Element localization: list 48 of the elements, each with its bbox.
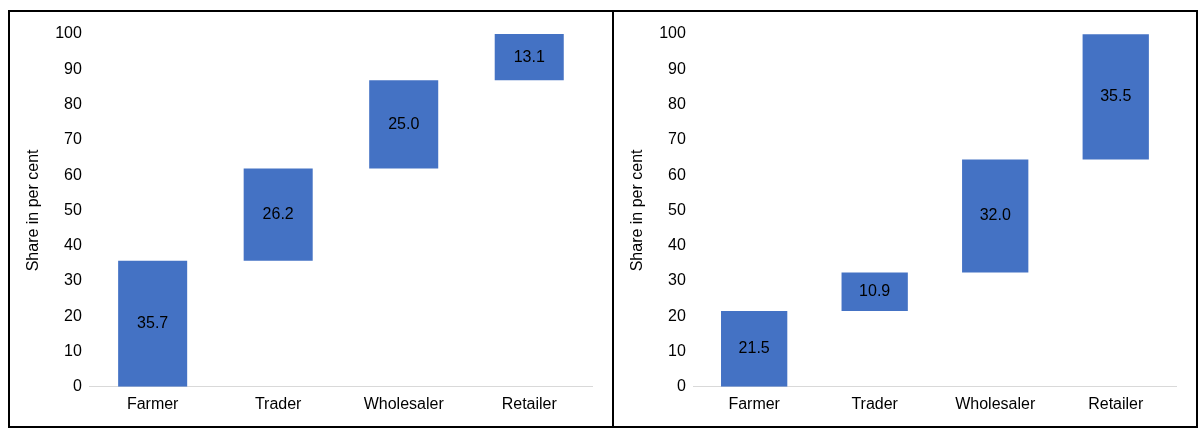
y-axis-title: Share in per cent — [628, 148, 646, 272]
data-label: 35.5 — [1100, 87, 1132, 105]
x-tick-label: Retailer — [501, 394, 558, 412]
data-label: 25.0 — [388, 114, 420, 132]
bar — [841, 272, 908, 311]
y-tick-label: 60 — [64, 165, 82, 183]
y-tick-label: 60 — [668, 165, 686, 183]
y-tick-label: 50 — [64, 200, 82, 218]
bar — [243, 168, 313, 261]
y-tick-label: 100 — [659, 24, 686, 42]
x-tick-label: Trader — [254, 394, 303, 412]
bar — [118, 260, 188, 387]
y-tick-label: 90 — [668, 59, 686, 77]
y-tick-label: 20 — [64, 306, 82, 324]
y-tick-label: 0 — [676, 377, 686, 395]
y-tick-label: 20 — [668, 306, 686, 324]
data-label: 32.0 — [979, 206, 1011, 224]
y-tick-label: 70 — [64, 130, 82, 148]
y-tick-label: 10 — [668, 341, 686, 359]
y-tick-label: 100 — [55, 24, 82, 42]
y-tick-label: 30 — [64, 271, 82, 289]
y-tick-label: 40 — [64, 236, 82, 254]
data-label: 10.9 — [859, 282, 891, 300]
bar — [1082, 34, 1149, 160]
y-tick-label: 80 — [668, 94, 686, 112]
x-tick-label: Retailer — [1088, 394, 1144, 412]
x-tick-label: Farmer — [126, 394, 180, 412]
y-tick-label: 50 — [668, 200, 686, 218]
bar — [721, 310, 788, 387]
data-label: 13.1 — [513, 47, 545, 65]
y-tick-label: 0 — [72, 377, 82, 395]
data-label: 35.7 — [137, 314, 169, 332]
bar — [962, 159, 1029, 273]
y-tick-label: 70 — [668, 130, 686, 148]
x-tick-label: Wholesaler — [363, 394, 445, 412]
bar — [369, 80, 439, 169]
y-axis-title: Share in per cent — [24, 148, 42, 272]
y-tick-label: 90 — [64, 59, 82, 77]
data-label: 26.2 — [262, 205, 294, 223]
x-tick-label: Trader — [851, 394, 899, 412]
bar — [494, 34, 564, 81]
y-tick-label: 10 — [64, 341, 82, 359]
x-tick-label: Wholesaler — [955, 394, 1036, 412]
y-tick-label: 40 — [668, 236, 686, 254]
data-label: 21.5 — [738, 339, 770, 357]
y-tick-label: 30 — [668, 271, 686, 289]
x-tick-label: Farmer — [728, 394, 781, 412]
y-tick-label: 80 — [64, 94, 82, 112]
